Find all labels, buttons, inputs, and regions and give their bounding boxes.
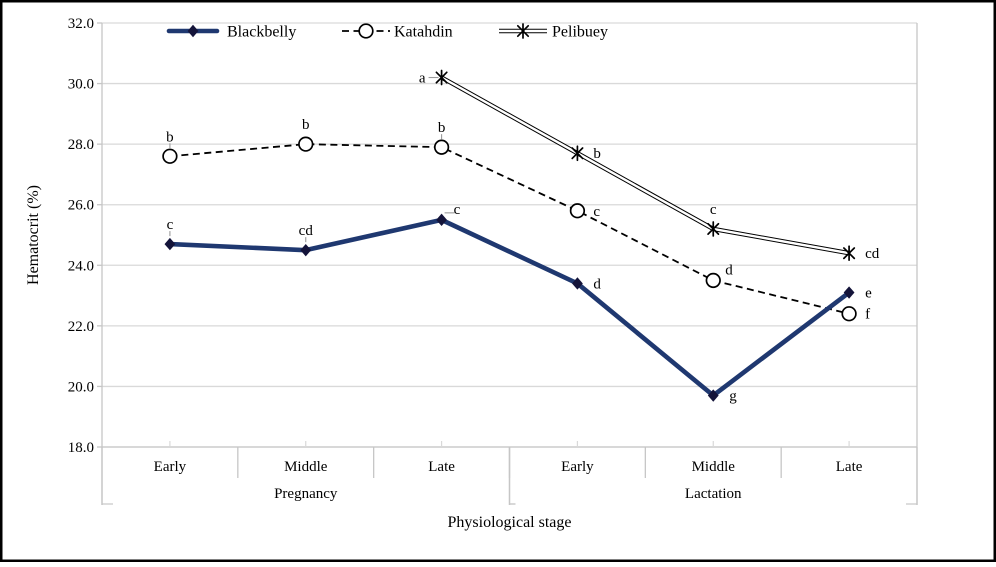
- sig-letter-label: d: [725, 262, 733, 278]
- blackbelly-marker: [707, 389, 719, 402]
- group-label: Pregnancy: [274, 486, 338, 502]
- y-axis-tick-labels: 18.0 20.0 22.0 24.0 26.0 28.0 30.0 32.0: [68, 16, 94, 456]
- sig-letter-label: c: [167, 217, 174, 233]
- y-tick-label: 26.0: [68, 198, 94, 214]
- sig-letter-label: b: [302, 117, 310, 133]
- sig-letter-label: b: [593, 146, 601, 162]
- gridlines: [102, 22, 917, 448]
- y-tick-label: 24.0: [68, 258, 94, 274]
- category-label: Middle: [284, 459, 328, 475]
- katahdin-marker: [358, 23, 374, 39]
- category-label: Early: [561, 459, 594, 475]
- pelibuey-line-inner: [440, 76, 850, 255]
- category-label: Late: [428, 459, 455, 475]
- pelibuey-marker: [435, 69, 448, 86]
- y-tick-label: 18.0: [68, 440, 94, 456]
- katahdin-line: [169, 143, 850, 315]
- y-tick-label: 30.0: [68, 77, 94, 93]
- group-label: Lactation: [685, 486, 742, 502]
- blackbelly-marker: [187, 24, 199, 38]
- category-label: Late: [836, 459, 863, 475]
- katahdin-marker: [841, 306, 857, 322]
- blackbelly-marker: [436, 213, 447, 227]
- blackbelly-line: [167, 217, 852, 398]
- y-tick-label: 28.0: [68, 137, 94, 153]
- y-tick-label: 20.0: [68, 379, 94, 395]
- series-markers: [162, 69, 857, 402]
- pelibuey-marker: [571, 145, 584, 162]
- sig-letter-label: d: [593, 276, 601, 292]
- sig-letter-label: b: [166, 129, 174, 145]
- sig-letter-label: c: [710, 202, 717, 218]
- category-label: Early: [154, 459, 187, 475]
- sig-letter-label: b: [438, 120, 446, 136]
- katahdin-marker: [162, 148, 178, 164]
- legend-item-blackbelly: Blackbelly: [166, 24, 296, 41]
- blackbelly-marker: [300, 243, 312, 257]
- sig-letter-label: g: [729, 389, 737, 405]
- legend-item-katahdin: Katahdin: [342, 23, 453, 41]
- sig-letter-label: e: [865, 286, 872, 302]
- blackbelly-marker: [843, 286, 855, 299]
- katahdin-marker: [569, 203, 586, 219]
- x-axis-title: Physiological stage: [448, 514, 572, 531]
- sig-letter-label: c: [593, 204, 600, 220]
- legend-label: Pelibuey: [552, 24, 608, 41]
- legend-label: Blackbelly: [227, 24, 296, 41]
- sig-letter-label: cd: [865, 246, 880, 262]
- sig-letter-label: c: [454, 202, 461, 218]
- sig-letter-label: cd: [299, 223, 314, 239]
- katahdin-marker: [298, 136, 314, 152]
- pelibuey-marker: [516, 23, 530, 39]
- axis-lines: [97, 22, 918, 505]
- legend: Blackbelly Katahdin Pelibuey: [166, 23, 608, 41]
- pelibuey-marker: [843, 245, 856, 262]
- y-axis-title: Hematocrit (%): [25, 185, 42, 285]
- category-label: Middle: [692, 459, 736, 475]
- legend-label: Katahdin: [394, 24, 453, 41]
- blackbelly-marker: [572, 277, 583, 290]
- blackbelly-marker: [164, 237, 176, 251]
- pelibuey-marker: [707, 221, 720, 237]
- katahdin-marker: [433, 139, 450, 155]
- katahdin-marker: [705, 272, 721, 289]
- sig-letter-label: f: [865, 307, 870, 323]
- legend-item-pelibuey: Pelibuey: [499, 23, 608, 41]
- series-lines: [167, 75, 852, 398]
- sig-letter-label: a: [419, 71, 426, 87]
- y-tick-label: 22.0: [68, 319, 94, 335]
- x-axis-labels: Early Middle Late Early Middle Late Pregnancy L…: [154, 459, 863, 502]
- y-tick-label: 32.0: [68, 16, 94, 32]
